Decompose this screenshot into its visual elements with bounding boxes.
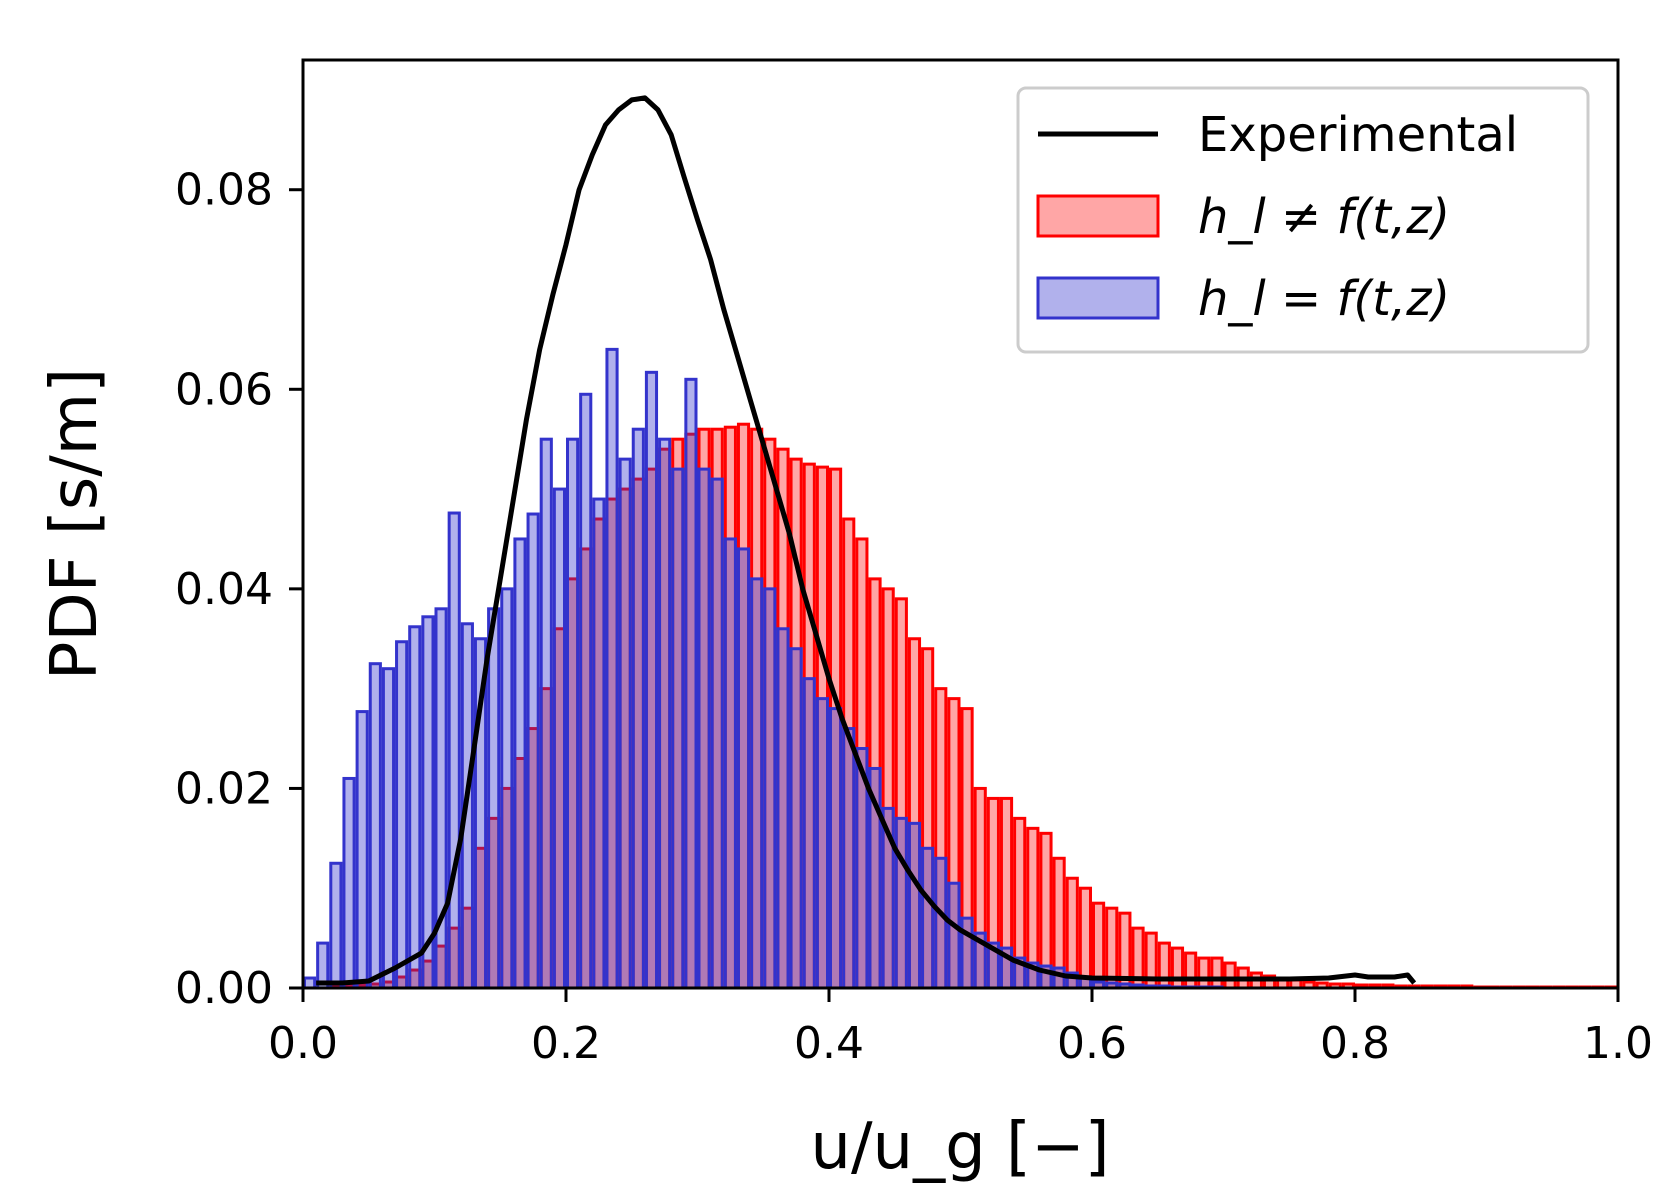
blue-histogram-bar [631,427,645,990]
y-tick-label: 0.06 [175,364,273,415]
blue-histogram-bar [710,477,724,990]
legend-patch-swatch [1036,276,1160,320]
blue-histogram-bar [408,625,422,990]
blue-histogram-bar [447,511,461,990]
x-tick-label: 0.2 [531,1018,601,1069]
legend-entry-label: h_l = f(t,z) [1198,271,1450,327]
blue-histogram-bar [342,776,356,990]
x-axis-title: u/u_g [−] [810,1110,1109,1184]
blue-histogram-bar [329,861,343,990]
red-histogram-bar [1223,961,1237,990]
blue-histogram-bar [723,537,737,990]
blue-histogram-bar [605,347,619,990]
blue-histogram-bar [763,587,777,990]
blue-histogram-bar [776,627,790,990]
red-histogram-bar [1078,886,1092,990]
legend-patch-swatch [1036,194,1160,238]
blue-histogram-bar [355,710,369,990]
blue-histogram-bar [815,697,829,990]
blue-histogram-bar [421,615,435,990]
blue-histogram-bar [381,667,396,990]
blue-histogram-bar [907,821,922,990]
blue-histogram-bar [644,370,659,990]
y-tick-label: 0.00 [175,963,273,1014]
blue-histogram-bar [526,512,540,990]
blue-histogram-bar [750,577,764,990]
blue-histogram-bar [842,727,856,990]
red-histogram-bar [1184,951,1198,990]
x-tick-label: 1.0 [1583,1018,1653,1069]
blue-histogram-bar [618,457,632,990]
blue-histogram-bar [487,607,501,990]
x-axis-ticks: 0.0 0.2 0.4 0.6 0.8 1.0 [268,988,1653,1069]
blue-histogram-bar [395,640,409,990]
blue-histogram-bar [894,816,908,990]
blue-histogram-bar [1052,966,1066,990]
blue-histogram-bar [736,547,751,990]
legend-frame [1016,86,1590,354]
blue-histogram-bar [789,647,803,990]
blue-histogram-bar [697,467,711,990]
y-tick-label: 0.08 [175,165,273,216]
blue-histogram-bar [368,662,382,990]
blue-histogram-bar [829,707,843,990]
experimental-line [316,95,1417,986]
y-axis-title: PDF [s/m] [38,368,112,680]
x-tick-label: 0.6 [1057,1018,1127,1069]
x-tick-label: 0.4 [794,1018,864,1069]
blue-histogram-bar [552,487,566,990]
blue-histogram-bar [947,881,961,990]
red-histogram-bar [1092,901,1106,990]
legend-entry-label: h_l ≠ f(t,z) [1198,189,1450,245]
blue-histogram-bar [513,537,527,990]
blue-histogram-bar [566,437,580,990]
blue-histogram-bar [500,587,514,990]
blue-histogram-bar [539,437,553,990]
blue-histogram-bar [921,846,935,990]
legend: Experimental h_l ≠ f(t,z) h_l = f(t,z) [1016,86,1590,354]
red-histogram-bar [1170,946,1185,990]
blue-histogram-bar [671,467,685,990]
blue-histogram-bar [802,677,816,990]
blue-histogram-bar [684,377,698,990]
y-axis-ticks: 0.00 0.02 0.04 0.06 0.08 [175,165,303,1014]
blue-histogram-bar [960,916,974,990]
x-tick-label: 0.0 [268,1018,338,1069]
blue-histogram-bar [592,497,606,990]
blue-histogram-bar [658,437,672,990]
y-tick-label: 0.02 [175,763,273,814]
red-histogram-bar [1197,956,1211,990]
plot-frame [301,58,1620,990]
blue-histogram-bar [934,856,948,990]
red-histogram-bar [1210,956,1224,990]
y-tick-label: 0.04 [175,564,273,615]
legend-entry-label: Experimental [1198,107,1518,163]
blue-histogram-bar [579,392,593,990]
x-tick-label: 0.8 [1320,1018,1390,1069]
